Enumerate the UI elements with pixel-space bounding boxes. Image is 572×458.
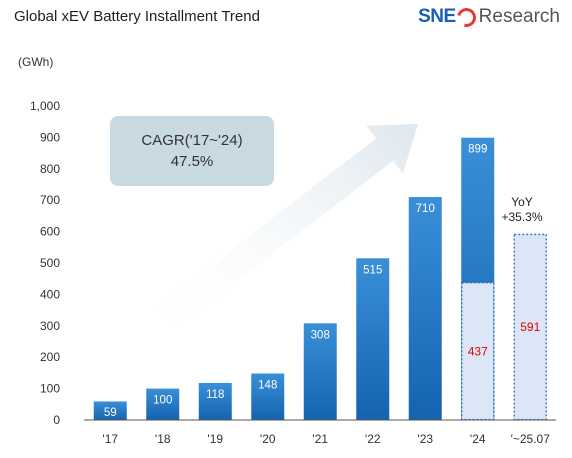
bar	[251, 373, 285, 420]
yoy-label: YoY	[511, 195, 533, 209]
y-tick-label: 900	[40, 130, 60, 144]
y-tick-label: 300	[40, 319, 60, 333]
overlay-value-label: 437	[468, 344, 488, 358]
bar-value-label: 148	[258, 380, 277, 392]
bar-value-label: 100	[153, 395, 172, 407]
y-tick-label: 800	[40, 162, 60, 176]
y-tick-label: 400	[40, 287, 60, 301]
bar-value-label: 59	[104, 407, 117, 419]
overlay-value-label: 591	[520, 320, 540, 334]
x-tick-label: '24	[470, 432, 486, 446]
x-tick-label: '22	[365, 432, 381, 446]
bar-value-label: 899	[468, 144, 487, 156]
y-tick-label: 500	[40, 256, 60, 270]
x-tick-label: '21	[312, 432, 328, 446]
bar	[146, 388, 180, 420]
x-tick-label: '23	[417, 432, 433, 446]
cagr-value: 47.5%	[171, 153, 214, 170]
x-tick-label: '~25.07	[511, 432, 551, 446]
bar	[198, 382, 232, 420]
y-tick-label: 200	[40, 350, 60, 364]
overlay-bar	[461, 282, 495, 421]
bar-value-label: 710	[416, 203, 435, 215]
y-tick-label: 600	[40, 225, 60, 239]
unit-label: (GWh)	[18, 55, 53, 69]
bar	[408, 197, 442, 420]
cagr-label: CAGR('17~'24)	[141, 132, 242, 149]
bar	[303, 323, 337, 420]
bar-value-label: 515	[363, 264, 382, 276]
bar	[93, 401, 127, 420]
y-tick-label: 100	[40, 382, 60, 396]
bar-value-label: 308	[311, 329, 330, 341]
bar	[356, 258, 390, 420]
growth-arrow-icon	[141, 124, 418, 342]
x-tick-label: '18	[155, 432, 171, 446]
bars: 59 100 118 148 308 515 710 899 437 591	[93, 137, 547, 421]
logo-brand: SNE	[418, 6, 456, 27]
yoy-value: +35.3%	[501, 210, 542, 224]
sne-research-logo: SNE Research	[418, 4, 560, 30]
logo-word: Research	[478, 6, 560, 27]
y-tick-label: 700	[40, 193, 60, 207]
x-tick-label: '19	[207, 432, 223, 446]
cagr-box	[110, 116, 274, 186]
y-axis: 0 100 200 300 400 500 600 700 800 900 1,000	[30, 99, 60, 427]
x-tick-label: '20	[260, 432, 276, 446]
bar-value-label: 118	[206, 389, 224, 401]
x-tick-label: '17	[102, 432, 118, 446]
y-tick-label: 1,000	[30, 99, 60, 113]
y-tick-label: 0	[53, 413, 60, 427]
chart-title: Global xEV Battery Installment Trend	[14, 8, 260, 25]
x-axis: '17 '18 '19 '20 '21 '22 '23 '24 '~25.07	[102, 432, 550, 446]
